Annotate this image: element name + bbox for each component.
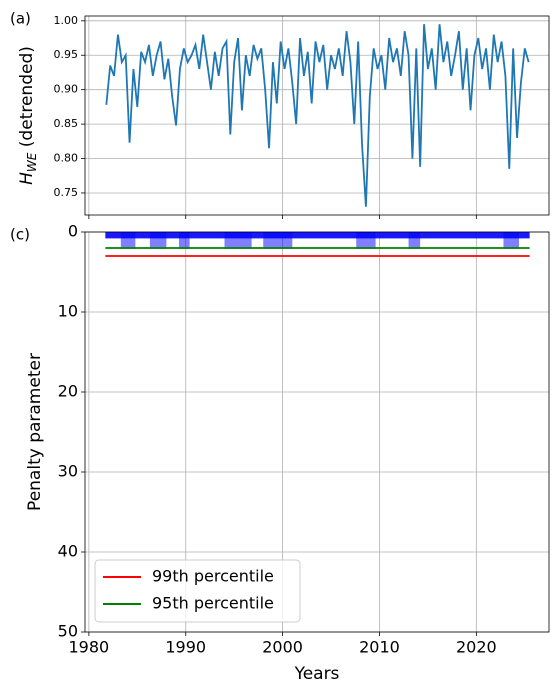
y-tick-label: 0.75 [54, 186, 79, 199]
interval [178, 232, 190, 249]
y-tick-label: 30 [58, 462, 78, 481]
axes-frame [84, 231, 550, 633]
y-axis-label-sub: WE [25, 152, 39, 172]
x-tick-label: 2010 [359, 638, 400, 657]
y-axis-label: Penalty parameter [25, 353, 45, 511]
x-tick-label: 2000 [262, 638, 303, 657]
interval [149, 232, 167, 249]
y-tick-label: 20 [58, 382, 78, 401]
legend-label: 95th percentile [152, 594, 274, 613]
panel-label: (a) [10, 10, 31, 28]
y-axis-label-main: H [17, 172, 37, 185]
x-tick-label: 1990 [165, 638, 206, 657]
legend-box [94, 559, 301, 623]
x-tick-label: 2020 [456, 638, 497, 657]
legend: 99th percentile 95th percentile [94, 559, 301, 623]
interval [105, 232, 530, 239]
y-tick-label: 0 [68, 222, 78, 241]
interval [503, 232, 519, 249]
y-tick-label: 10 [58, 302, 78, 321]
axes-frame [84, 15, 550, 216]
x-axis-label: Years [294, 664, 340, 684]
y-tick-label: 0.85 [54, 117, 79, 130]
y-tick-label: 0.90 [54, 83, 79, 96]
y-tick-label: 50 [58, 622, 78, 641]
interval [408, 232, 421, 249]
y-axis-label-rest: (detrended) [17, 46, 37, 152]
legend-label: 99th percentile [152, 567, 274, 586]
x-tick-label: 1980 [69, 638, 110, 657]
y-tick-label: 0.95 [54, 48, 79, 61]
panel-label: (c) [10, 226, 30, 244]
data-line [105, 24, 530, 207]
interval [356, 232, 376, 249]
y-tick-label: 40 [58, 542, 78, 561]
interval [120, 232, 136, 249]
y-tick-label: 0.80 [54, 152, 79, 165]
y-axis-label: HWE (detrended) [17, 46, 39, 185]
interval [263, 232, 293, 249]
interval [224, 232, 252, 249]
y-tick-label: 1.00 [54, 14, 79, 27]
